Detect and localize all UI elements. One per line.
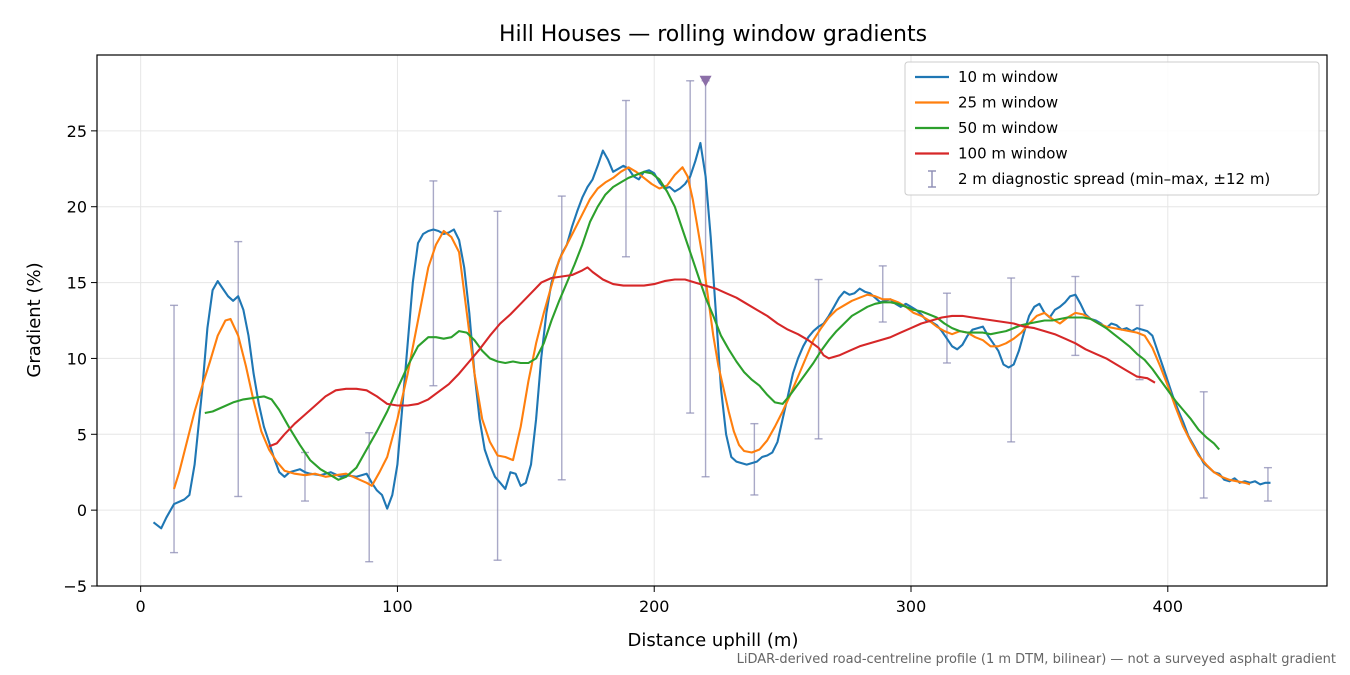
y-tick-label: 20 bbox=[67, 198, 87, 217]
legend: 10 m window 25 m window 50 m window 100 m w… bbox=[904, 61, 1320, 196]
legend-label-errorbar: 2 m diagnostic spread (min–max, ±12 m) bbox=[958, 170, 1270, 188]
y-tick-label: −5 bbox=[63, 577, 87, 596]
errorbar-layer bbox=[170, 80, 1272, 563]
x-tick-label: 300 bbox=[896, 597, 927, 616]
x-tick-label: 0 bbox=[136, 597, 146, 616]
x-tick-label: 200 bbox=[639, 597, 670, 616]
series-layer bbox=[152, 75, 1271, 530]
chart-title: Hill Houses — rolling window gradients bbox=[499, 22, 927, 47]
plot-frame bbox=[96, 54, 1328, 587]
legend-label-4: 100 m window bbox=[958, 145, 1068, 163]
series-line-3 bbox=[204, 170, 1220, 481]
legend-box bbox=[904, 61, 1320, 196]
y-tick-label: 10 bbox=[67, 349, 87, 368]
x-axis-label: Distance uphill (m) bbox=[628, 630, 799, 651]
y-tick-label: 25 bbox=[67, 122, 87, 141]
chart-caption: LiDAR-derived road-centreline profile (1… bbox=[736, 652, 1336, 667]
y-tick-label: 5 bbox=[77, 425, 87, 444]
series-line-4 bbox=[268, 266, 1156, 448]
series-line-2 bbox=[172, 166, 1251, 490]
x-tick-label: 100 bbox=[382, 597, 413, 616]
y-tick-label: 0 bbox=[77, 501, 87, 520]
axes: 0 100 200 300 400 −5 0 5 10 15 20 25 bbox=[63, 54, 1328, 616]
legend-label-2: 25 m window bbox=[958, 94, 1058, 112]
x-tick-label: 400 bbox=[1153, 597, 1184, 616]
peak-marker-triangle bbox=[699, 75, 712, 87]
legend-label-1: 10 m window bbox=[958, 68, 1058, 86]
y-axis-label: Gradient (%) bbox=[24, 262, 45, 377]
legend-label-3: 50 m window bbox=[958, 119, 1058, 137]
y-tick-label: 15 bbox=[67, 274, 87, 293]
